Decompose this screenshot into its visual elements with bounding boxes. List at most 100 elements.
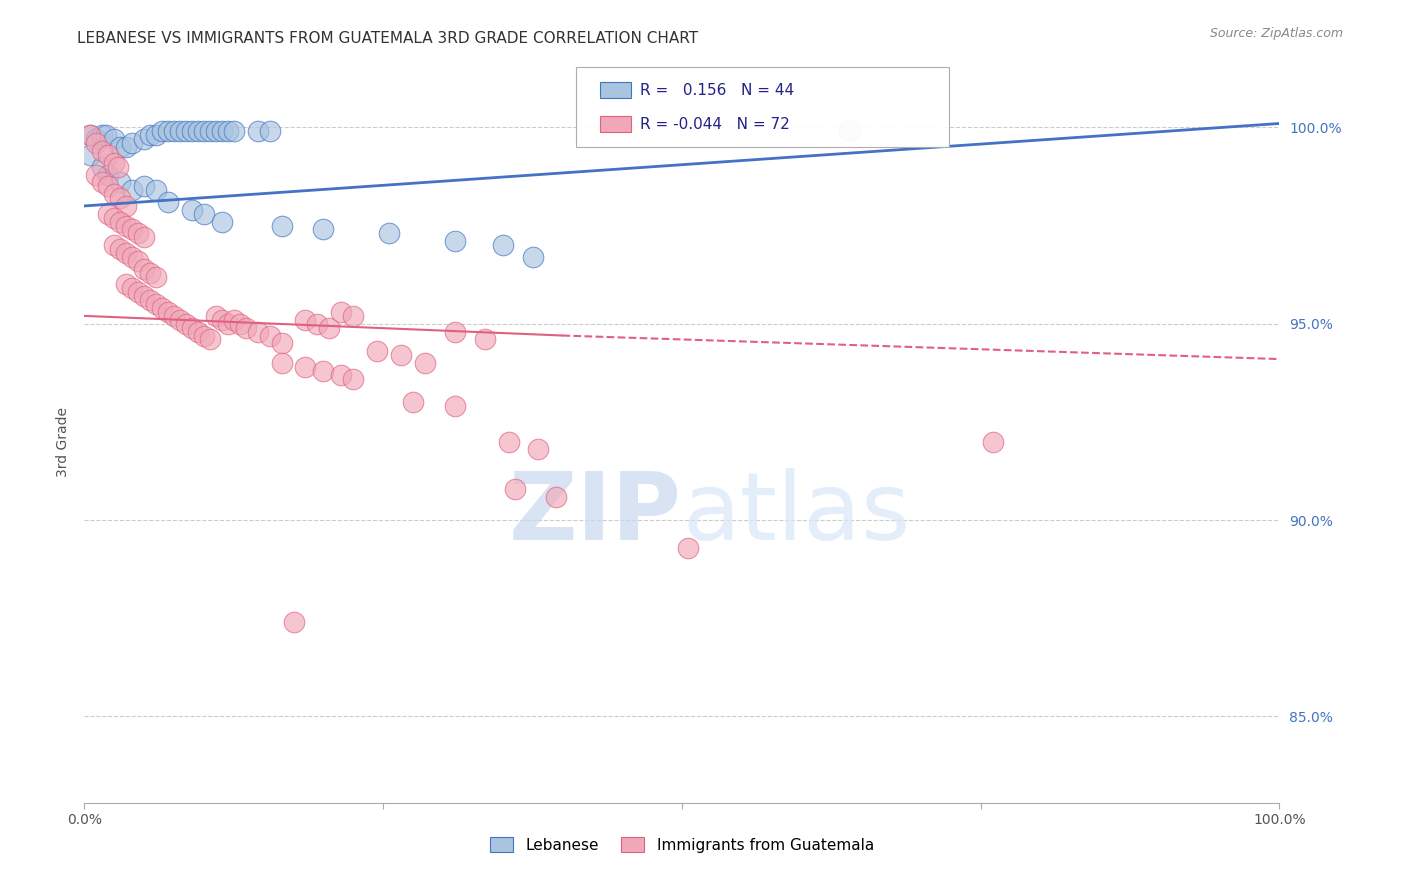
Y-axis label: 3rd Grade: 3rd Grade (56, 407, 70, 476)
Point (981, 434, 1004, 449)
Point (157, 194, 180, 209)
Text: R = -0.044   N = 72: R = -0.044 N = 72 (640, 118, 790, 132)
Legend: Lebanese, Immigrants from Guatemala: Lebanese, Immigrants from Guatemala (482, 829, 882, 860)
Point (444, 234, 467, 248)
Point (132, 179, 156, 194)
Point (270, 356, 292, 370)
Point (413, 356, 436, 370)
Point (229, 317, 252, 331)
Point (342, 372, 364, 386)
Point (246, 325, 269, 339)
Point (283, 615, 305, 630)
Point (402, 395, 425, 409)
Point (97, 148, 120, 162)
Point (132, 261, 156, 276)
Point (91, 160, 114, 174)
Text: Source: ZipAtlas.com: Source: ZipAtlas.com (1209, 27, 1343, 40)
Point (312, 364, 335, 378)
Point (503, 482, 526, 496)
Point (366, 344, 388, 359)
Point (198, 333, 221, 347)
Point (79, 148, 101, 162)
Point (163, 124, 186, 138)
Point (181, 124, 204, 138)
Point (91, 175, 114, 189)
Point (270, 219, 292, 233)
Point (217, 317, 239, 331)
Point (110, 175, 132, 189)
Point (121, 183, 143, 197)
Point (145, 183, 167, 197)
Point (103, 211, 125, 225)
Text: atlas: atlas (682, 467, 910, 560)
Point (259, 124, 281, 138)
Point (527, 442, 550, 457)
Point (246, 124, 269, 138)
Point (127, 227, 149, 241)
Point (211, 313, 233, 327)
Point (97, 168, 120, 182)
Point (115, 246, 138, 260)
Point (312, 222, 335, 236)
Point (270, 336, 292, 351)
Point (132, 132, 156, 146)
Point (157, 124, 180, 138)
Point (86, 136, 108, 150)
Point (492, 238, 515, 252)
Point (115, 277, 138, 292)
Point (342, 309, 364, 323)
Point (187, 325, 209, 339)
Point (94, 128, 117, 143)
Point (91, 128, 114, 143)
Point (127, 285, 149, 300)
Point (145, 269, 167, 284)
Point (174, 124, 197, 138)
Text: LEBANESE VS IMMIGRANTS FROM GUATEMALA 3RD GRADE CORRELATION CHART: LEBANESE VS IMMIGRANTS FROM GUATEMALA 3R… (77, 31, 699, 46)
Point (139, 128, 162, 143)
Point (676, 541, 699, 555)
Point (378, 227, 401, 241)
Point (163, 309, 186, 323)
Point (107, 160, 129, 174)
Point (222, 313, 245, 327)
Point (259, 328, 281, 343)
Point (187, 124, 209, 138)
Point (115, 140, 138, 154)
Point (110, 214, 132, 228)
Point (838, 124, 860, 138)
Point (211, 214, 233, 228)
Point (205, 309, 228, 323)
Point (330, 368, 353, 382)
Point (307, 317, 329, 331)
Point (132, 289, 156, 303)
Point (139, 293, 162, 308)
Point (205, 124, 228, 138)
Point (193, 124, 215, 138)
Point (157, 305, 180, 319)
Point (193, 207, 215, 221)
Point (97, 207, 120, 221)
Point (474, 333, 496, 347)
Point (91, 144, 114, 158)
Point (127, 253, 149, 268)
Point (110, 191, 132, 205)
Point (110, 140, 132, 154)
Point (103, 155, 125, 169)
Point (150, 124, 173, 138)
Point (169, 313, 191, 327)
Point (389, 348, 412, 362)
Point (294, 313, 316, 327)
Point (318, 320, 340, 334)
Point (522, 250, 544, 264)
Point (498, 434, 520, 449)
Point (150, 301, 173, 315)
Point (97, 179, 120, 194)
Point (169, 124, 191, 138)
Point (444, 399, 467, 413)
Point (121, 281, 143, 295)
Point (174, 317, 197, 331)
Point (121, 250, 143, 264)
Point (86, 168, 108, 182)
Point (235, 320, 257, 334)
Text: ZIP: ZIP (509, 467, 682, 560)
